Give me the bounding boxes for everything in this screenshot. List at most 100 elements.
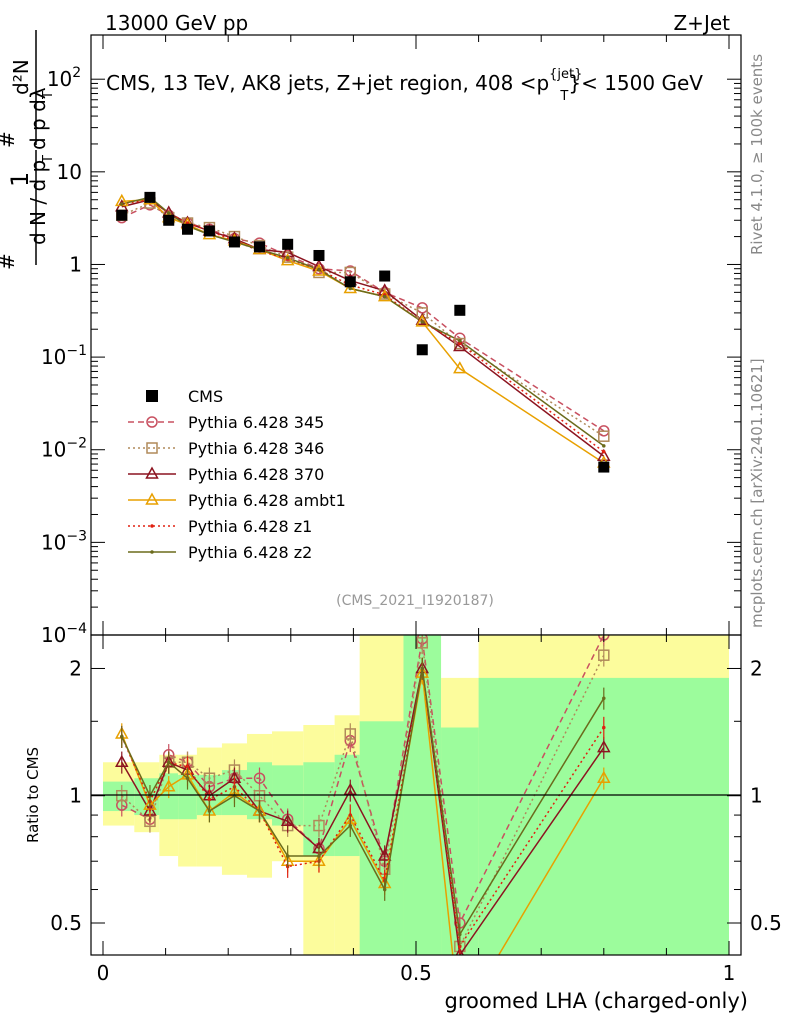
ratio-point <box>285 854 290 858</box>
ratio-point <box>348 823 353 828</box>
y-tick-label: 10 <box>57 160 82 184</box>
ratio-panel: 0.5 0.5 1 1 2 2 0 0.5 1 Ratio to CMS groomed LHA… <box>24 35 782 1013</box>
chart-title: CMS, 13 TeV, AK8 jets, Z+jet region, 408… <box>106 67 703 104</box>
ratio-point <box>458 944 462 949</box>
mc-point <box>458 339 462 343</box>
y-tick-label: 10−2 <box>41 436 87 462</box>
ratio-line-Pythia-6.428-z1 <box>121 668 605 949</box>
mc-point <box>120 202 124 206</box>
mc-point <box>597 448 611 462</box>
legend-label: Pythia 6.428 z2 <box>188 543 312 562</box>
legend: CMS Pythia 6.428 345 Pythia 6.428 346 Pythi… <box>128 387 346 562</box>
legend-label: Pythia 6.428 346 <box>188 439 324 458</box>
legend-marker <box>146 416 158 428</box>
cms-data-point <box>344 276 356 288</box>
ratio-point <box>597 740 611 753</box>
cms-data-point <box>228 236 240 248</box>
ratio-point <box>598 649 610 661</box>
stat-band <box>103 781 135 812</box>
mc-point <box>285 256 290 260</box>
ratio-point <box>185 765 190 769</box>
cms-data-point <box>116 209 128 221</box>
ratio-lines-layer <box>115 635 611 955</box>
svg-text:mcplots.cern.ch [arXiv:2401.10: mcplots.cern.ch [arXiv:2401.10621] <box>748 358 766 628</box>
ratio-point <box>207 809 212 813</box>
cms-data-point <box>282 238 294 250</box>
ratio-line-Pythia-6.428-370 <box>121 668 605 955</box>
ratio-point <box>343 782 358 796</box>
y-tick-label: 10−3 <box>41 528 87 554</box>
mc-point <box>453 338 467 352</box>
ratio-point <box>317 854 321 858</box>
svg-text:#: # <box>0 131 19 148</box>
ratio-point <box>377 848 392 861</box>
cms-data-point <box>163 214 175 226</box>
y-tick-label: 1 <box>69 252 82 276</box>
cms-data-point <box>182 223 194 235</box>
cms-data-point <box>203 225 215 237</box>
ratio-point <box>344 728 357 740</box>
ratio-point <box>253 772 266 784</box>
cms-data-point <box>313 249 325 261</box>
mc-line-Pythia-6.428-z2 <box>121 196 605 447</box>
legend-label: Pythia 6.428 370 <box>188 465 324 484</box>
ratio-y-tick-label-right: 2 <box>750 656 763 680</box>
ratio-line-Pythia-6.428-z2 <box>121 668 605 937</box>
x-tick-label: 0.5 <box>400 961 432 985</box>
legend-label: Pythia 6.428 ambt1 <box>188 491 346 510</box>
ratio-point <box>382 887 387 892</box>
header-left: 13000 GeV pp <box>105 11 248 35</box>
mc-point <box>415 314 430 327</box>
cms-data-point <box>416 344 428 356</box>
legend-marker <box>146 442 158 454</box>
y-tick-label: 10−4 <box>41 621 87 647</box>
x-tick-label: 1 <box>723 961 736 985</box>
mc-point <box>454 337 466 350</box>
ratio-point <box>416 637 429 649</box>
analysis-id: (CMS_2021_I1920187) <box>336 593 494 609</box>
ratio-point <box>203 772 216 784</box>
mc-point <box>415 312 430 325</box>
mc-point <box>416 307 429 319</box>
ratio-point <box>420 666 425 671</box>
mc-point <box>317 267 321 272</box>
ratio-point <box>602 725 606 730</box>
legend-marker <box>146 390 158 402</box>
mc-point <box>420 320 425 324</box>
ratio-point <box>597 770 611 783</box>
ratio-point <box>115 754 129 768</box>
mc-point <box>313 266 325 279</box>
mc-point <box>453 361 467 374</box>
cms-data-point <box>598 461 610 473</box>
main-y-axis: 102 10 1 10−1 10−2 10−3 10−4 <box>41 65 741 647</box>
legend-marker <box>150 550 154 554</box>
cms-data-point <box>379 270 391 282</box>
ratio-point <box>120 734 124 739</box>
ratio-point <box>458 932 462 937</box>
ratio-point <box>185 776 190 780</box>
legend-label: Pythia 6.428 z1 <box>188 517 312 536</box>
mc-point <box>602 444 606 448</box>
svg-text:T: T <box>41 155 56 164</box>
svg-text:d²N: d²N <box>9 59 33 95</box>
cms-data-point <box>454 304 466 316</box>
ratio-point <box>313 819 325 832</box>
mc-point <box>382 294 387 299</box>
side-label-rivet: Rivet 4.1.0, ≥ 100k events <box>748 54 766 255</box>
y-tick-label: 10−1 <box>41 343 87 369</box>
legend-label: CMS <box>188 387 223 406</box>
ratio-line-Pythia-6.428-345 <box>121 635 605 926</box>
cms-data-point <box>144 191 156 203</box>
y-tick-label: 102 <box>47 65 81 91</box>
ratio-point <box>602 696 606 701</box>
x-tick-label: 0 <box>97 961 110 985</box>
svg-text:1: 1 <box>6 172 34 187</box>
legend-label: Pythia 6.428 345 <box>188 413 324 432</box>
ratio-point <box>166 760 171 765</box>
stat-band <box>334 754 360 857</box>
mc-point <box>166 211 171 215</box>
points-layer <box>115 191 611 473</box>
ratio-point <box>257 809 262 813</box>
main-panel: 102 10 1 10−1 10−2 10−3 10−4 CMS, 13 TeV, AK8 … <box>0 30 742 647</box>
